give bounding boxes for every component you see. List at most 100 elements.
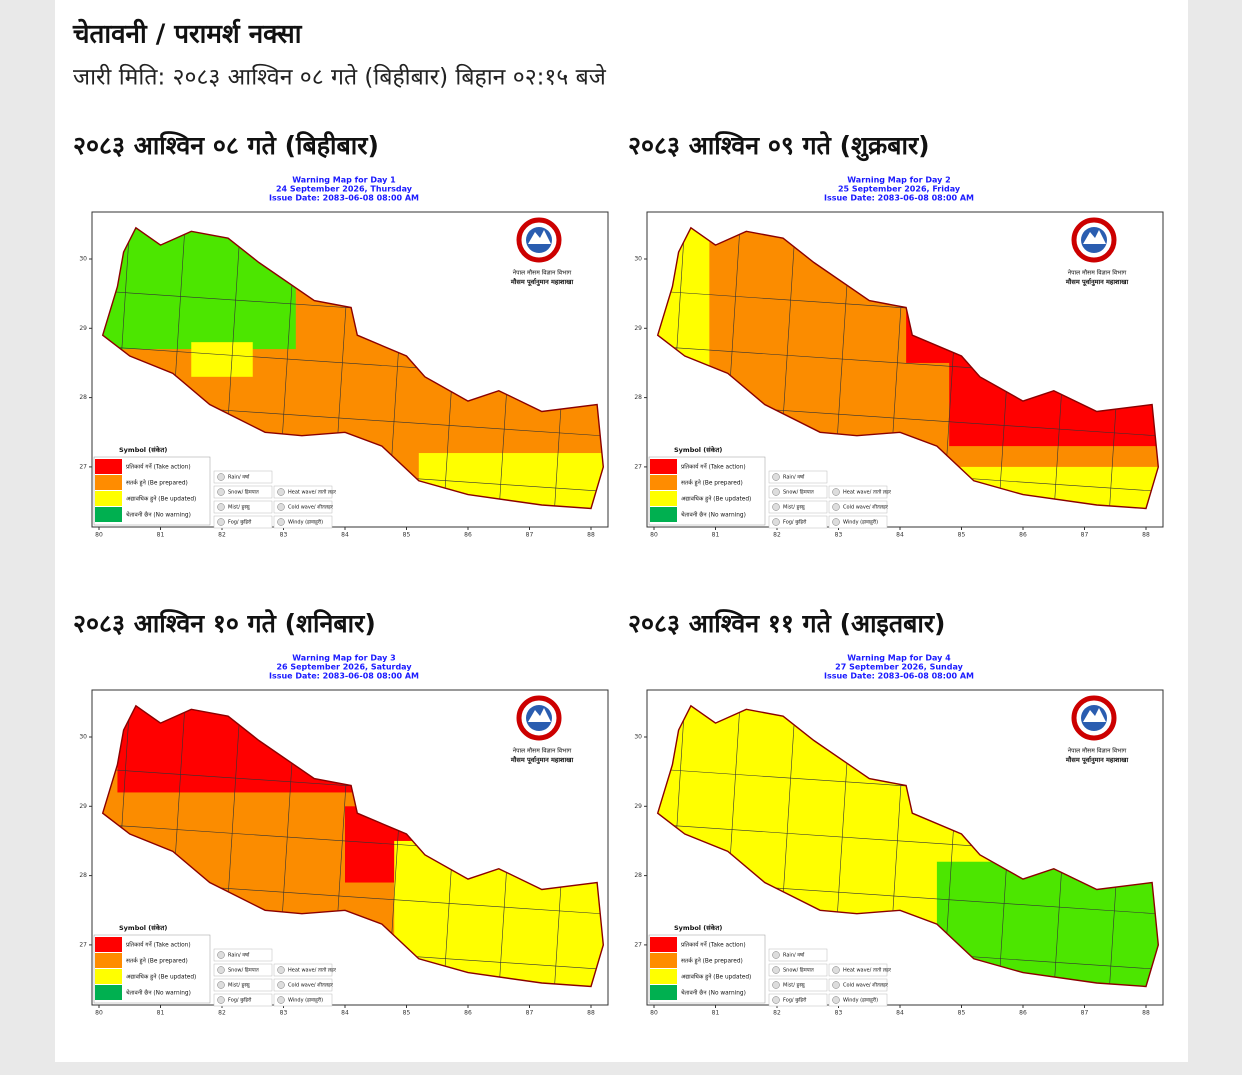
legend-swatch [95,953,122,968]
x-tick-label: 81 [157,532,165,539]
legend-swatch [95,491,122,506]
warning-map: Warning Map for Day 326 September 2026, … [79,654,609,1017]
legend-swatch [650,475,677,490]
logo-line2: मौसम पूर्वानुमान महाशाखा [510,278,574,286]
symbol-box [273,485,333,499]
x-tick-label: 87 [1081,1010,1089,1017]
legend-level: सतर्क हुने (Be prepared) [126,479,188,487]
symbol-box [213,485,273,499]
symbol-icon [217,981,225,989]
symbol-label: Cold wave/ शीतलहर [843,982,889,989]
x-tick-label: 84 [341,532,349,539]
map-issue: Issue Date: 2083-06-08 08:00 AM [269,194,419,203]
country-border [656,704,1160,988]
symbol-icon [832,518,840,526]
symbol-label: Mist/ हुस्सु [783,505,806,511]
symbol-box [273,500,333,514]
symbol-label: Snow/ हिमपात [783,489,814,496]
symbol-icon [217,951,225,959]
symbol-label: Cold wave/ शीतलहर [843,504,889,511]
warning-map: Warning Map for Day 124 September 2026, … [79,176,609,539]
legend-level: प्रतिकार्य गर्ने (Take action) [126,941,191,949]
y-tick-label: 27 [79,941,87,948]
symbol-icon [217,518,225,526]
issue-line: जारी मिति: २०८३ आश्विन ०८ गते (बिहीबार) … [73,64,607,91]
symbol-box [213,470,273,484]
symbol-box [828,993,888,1007]
map-heading: २०८३ आश्विन ०८ गते (बिहीबार) [73,131,379,160]
logo-mountain [1083,708,1106,722]
y-tick-label: 27 [79,463,87,470]
logo-line1: नेपाल मौसम विज्ञान विभाग [513,747,572,755]
map-issue: Issue Date: 2083-06-08 08:00 AM [269,672,419,681]
legend-swatch [650,507,677,522]
legend-title: Symbol (संकेत) [674,924,722,932]
symbol-icon [772,966,780,974]
x-tick-label: 82 [773,1010,781,1017]
map-heading: २०८३ आश्विन ०९ गते (शुक्रबार) [628,131,930,162]
symbol-icon [772,951,780,959]
symbol-icon [277,488,285,496]
symbol-icon [772,503,780,511]
logo-line2: मौसम पूर्वानुमान महाशाखा [510,756,574,764]
logo-line1: नेपाल मौसम विज्ञान विभाग [1068,747,1127,755]
symbol-label: Fog/ कुहिरो [228,997,252,1004]
symbol-label: Fog/ कुहिरो [783,997,807,1004]
symbol-icon [832,488,840,496]
legend-level: अद्यावधिक हुने (Be updated) [126,495,196,503]
symbol-icon [217,503,225,511]
symbol-box [273,978,333,992]
legend-level: चेतावनी छैन (No warning) [126,989,191,997]
y-tick-label: 29 [634,325,642,332]
x-tick-label: 85 [403,532,411,539]
x-tick-label: 83 [280,1010,288,1017]
symbol-label: Cold wave/ शीतलहर [288,982,334,989]
map-title: Warning Map for Day 3 [292,654,395,663]
symbol-box [273,993,333,1007]
warning-map: Warning Map for Day 427 September 2026, … [634,654,1164,1017]
legend-level: चेतावनी छैन (No warning) [126,511,191,519]
x-tick-label: 80 [650,1010,658,1017]
symbol-box [213,515,273,529]
legend-level: सतर्क हुने (Be prepared) [681,957,743,965]
x-tick-label: 80 [650,532,658,539]
y-tick-label: 30 [79,734,87,741]
symbol-icon [832,966,840,974]
symbol-label: Mist/ हुस्सु [228,505,251,511]
symbol-icon [832,981,840,989]
symbol-icon [772,518,780,526]
legend-title: Symbol (संकेत) [674,446,722,454]
symbol-label: Rain/ वर्षा [783,474,805,481]
symbol-box [768,500,828,514]
legend-swatch [95,985,122,1000]
x-tick-label: 86 [1019,1010,1027,1017]
y-tick-label: 29 [79,325,87,332]
logo-mountain [1083,230,1106,244]
symbol-box [768,470,828,484]
y-tick-label: 27 [634,463,642,470]
x-tick-label: 84 [896,532,904,539]
map-heading: २०८३ आश्विन १० गते (शनिबार) [73,609,376,638]
map-title: Warning Map for Day 1 [292,176,396,185]
legend-swatch [650,985,677,1000]
x-tick-label: 81 [712,532,720,539]
symbol-box [828,978,888,992]
symbol-label: Fog/ कुहिरो [228,519,252,526]
x-tick-label: 86 [464,532,472,539]
x-tick-label: 84 [341,1010,349,1017]
legend-swatch [95,937,122,952]
symbol-label: Windy (हावाहुरी) [288,519,323,526]
symbol-icon [277,966,285,974]
symbol-box [768,948,828,962]
x-tick-label: 83 [835,532,843,539]
symbol-icon [277,981,285,989]
legend-swatch [650,459,677,474]
symbol-box [213,978,273,992]
legend-level: अद्यावधिक हुने (Be updated) [681,973,751,981]
symbol-label: Rain/ वर्षा [228,474,250,481]
y-tick-label: 29 [634,803,642,810]
symbol-icon [772,473,780,481]
x-tick-label: 85 [958,532,966,539]
symbol-box [768,485,828,499]
map-date: 27 September 2026, Sunday [835,663,963,672]
